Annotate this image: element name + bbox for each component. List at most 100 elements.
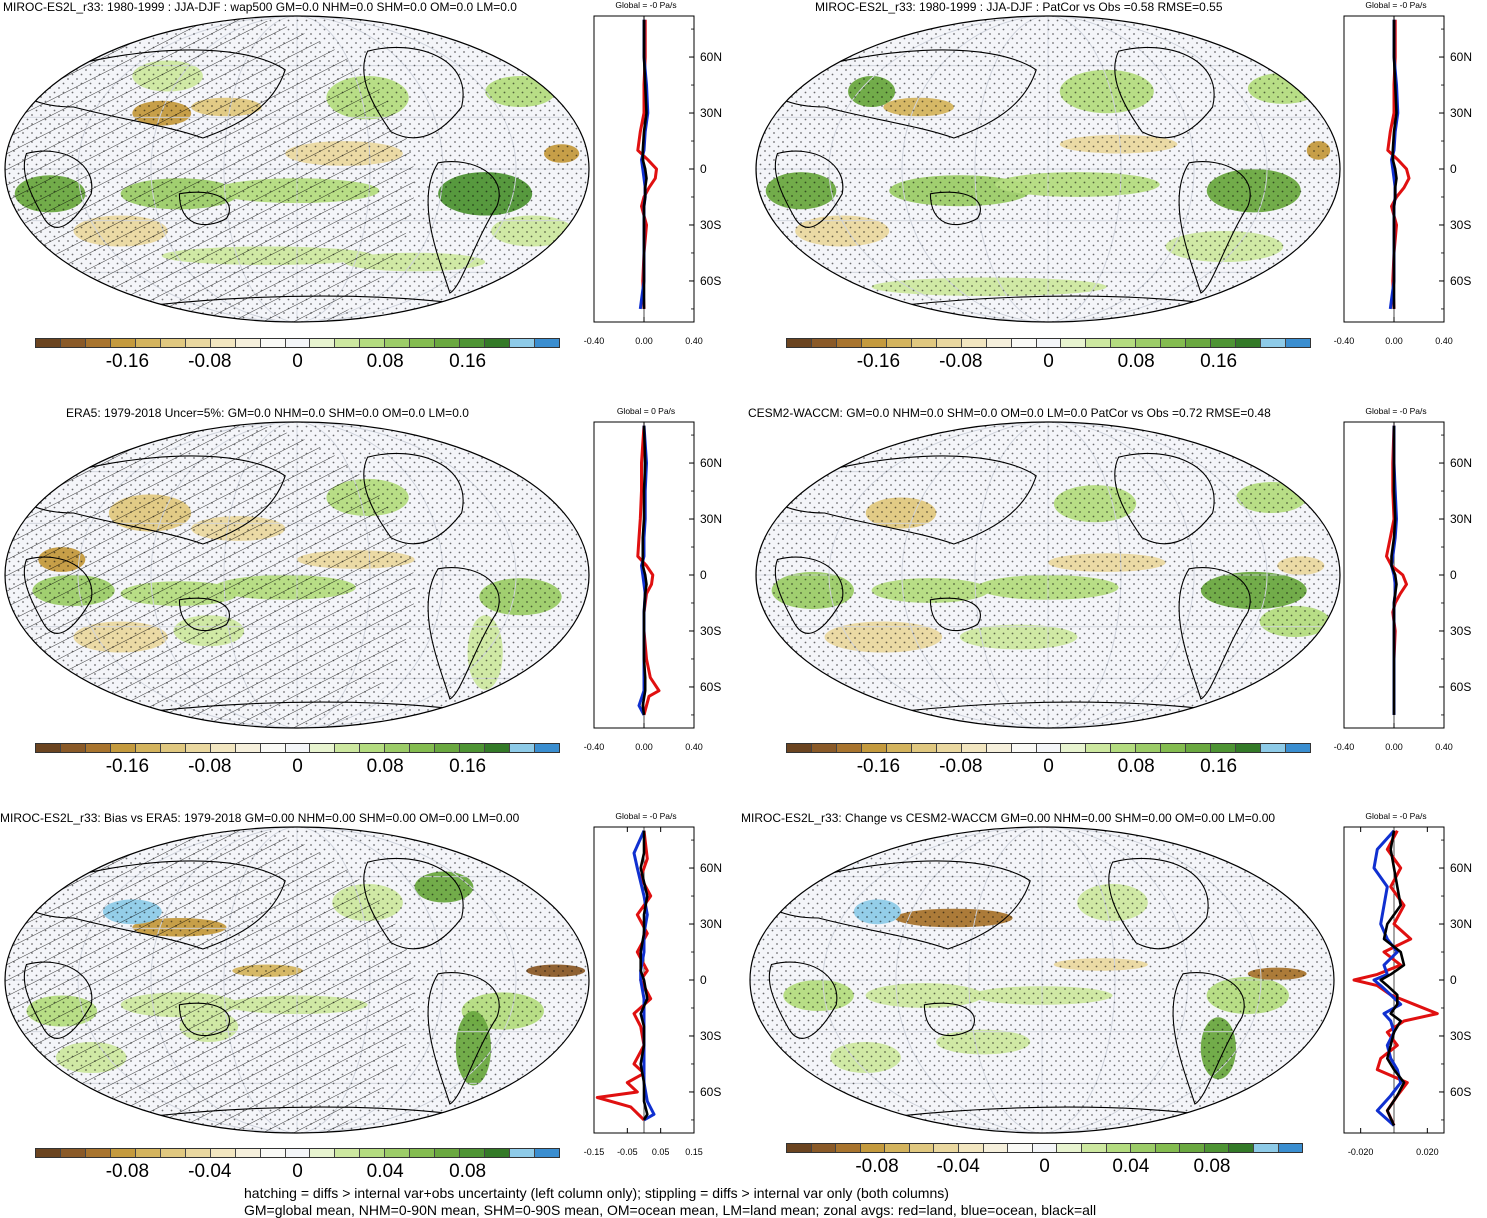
colorbar-swatch [885, 1144, 910, 1152]
colorbar-swatch [460, 1149, 485, 1157]
colorbar-swatch [335, 339, 360, 347]
colorbar-swatch [862, 744, 887, 752]
colorbar-swatch [1186, 744, 1211, 752]
colorbar-swatch [360, 744, 385, 752]
colorbar-tick-label: 0 [1043, 756, 1054, 778]
x-tick-label: -0.40 [1334, 336, 1354, 346]
x-tick-label: 0.05 [652, 1147, 670, 1157]
colorbar-swatch [1037, 744, 1062, 752]
colorbar [35, 743, 560, 753]
y-tick-label: 60N [1450, 861, 1472, 875]
x-tick-label: 0.40 [1435, 336, 1453, 346]
x-tick-label: -0.40 [584, 336, 604, 346]
colorbar-swatch [435, 744, 460, 752]
colorbar-swatch [836, 1144, 861, 1152]
colorbar-swatch [937, 339, 962, 347]
x-tick-label: 0.00 [1385, 336, 1403, 346]
colorbar-tick-label: -0.08 [939, 351, 982, 373]
colorbar-swatch [335, 744, 360, 752]
colorbar-swatch [1037, 339, 1062, 347]
colorbar-tick-label: -0.04 [188, 1161, 231, 1183]
colorbar-swatch [1229, 1144, 1254, 1152]
panel-title: MIROC-ES2L_r33: 1980-1999 : JJA-DJF : Pa… [815, 0, 1223, 14]
y-tick-label: 0 [1450, 162, 1457, 176]
y-tick-label: 60N [700, 50, 722, 64]
x-tick-label: 0.00 [1385, 742, 1403, 752]
colorbar-swatch [136, 744, 161, 752]
zonal-title: Global = -0 Pa/s [615, 811, 676, 821]
colorbar-swatch [136, 339, 161, 347]
colorbar-swatch [1131, 1144, 1156, 1152]
y-tick-label: 30S [1450, 624, 1471, 638]
colorbar-swatch [1061, 339, 1086, 347]
colorbar-swatch [385, 744, 410, 752]
x-tick-label: 0.40 [685, 742, 703, 752]
colorbar-swatch [211, 1149, 236, 1157]
colorbar-swatch [861, 1144, 886, 1152]
y-tick-label: 30N [700, 512, 722, 526]
y-tick-label: 60S [700, 680, 721, 694]
colorbar-swatch [161, 744, 186, 752]
x-tick-label: -0.40 [1334, 742, 1354, 752]
y-tick-label: 60S [700, 1085, 721, 1099]
colorbar-swatch [1279, 1144, 1303, 1152]
colorbar-swatch [385, 1149, 410, 1157]
colorbar-swatch [236, 339, 261, 347]
y-tick-label: 0 [700, 568, 707, 582]
colorbar-swatch [1205, 1144, 1230, 1152]
colorbar-tick-label: 0.04 [1112, 1156, 1149, 1178]
y-tick-label: 0 [700, 973, 707, 987]
colorbar-swatch [435, 339, 460, 347]
colorbar-swatch [186, 339, 211, 347]
zonal-title: Global = -0 Pa/s [1365, 0, 1426, 10]
y-tick-label: 30N [1450, 512, 1472, 526]
colorbar-swatch [1057, 1144, 1082, 1152]
colorbar-swatch [987, 744, 1012, 752]
colorbar-swatch [460, 744, 485, 752]
colorbar-swatch [1107, 1144, 1132, 1152]
colorbar-tick-label: 0.08 [1118, 756, 1155, 778]
colorbar-swatch [36, 339, 61, 347]
colorbar-tick-label: 0.08 [367, 351, 404, 373]
colorbar-swatch [910, 1144, 935, 1152]
x-tick-label: 0.020 [1416, 1147, 1439, 1157]
colorbar-tick-label: -0.08 [939, 756, 982, 778]
colorbar-swatch [310, 1149, 335, 1157]
colorbar-tick-label: 0.08 [1118, 351, 1155, 373]
colorbar-swatch [410, 339, 435, 347]
y-tick-label: 30N [700, 917, 722, 931]
colorbar-swatch [1211, 339, 1236, 347]
y-tick-label: 60N [1450, 456, 1472, 470]
colorbar-swatch [286, 744, 311, 752]
colorbar-swatch [934, 1144, 959, 1152]
colorbar-swatch [161, 1149, 186, 1157]
colorbar-swatch [1008, 1144, 1033, 1152]
y-tick-label: 30S [1450, 1029, 1471, 1043]
y-tick-label: 60S [1450, 1085, 1471, 1099]
colorbar-swatch [962, 339, 987, 347]
colorbar-swatch [111, 744, 136, 752]
global-map [3, 825, 591, 1135]
y-tick-label: 30S [700, 624, 721, 638]
panel-title: MIROC-ES2L_r33: 1980-1999 : JJA-DJF : wa… [3, 0, 517, 14]
colorbar-swatch [485, 744, 510, 752]
colorbar-swatch [862, 339, 887, 347]
colorbar-tick-label: 0.16 [449, 351, 486, 373]
y-tick-label: 30S [1450, 218, 1471, 232]
y-tick-label: 0 [1450, 568, 1457, 582]
colorbar-swatch [510, 1149, 535, 1157]
zonal-title: Global = -0 Pa/s [615, 0, 676, 10]
colorbar-swatch [211, 339, 236, 347]
y-tick-label: 30N [1450, 106, 1472, 120]
colorbar-swatch [310, 339, 335, 347]
colorbar-tick-label: -0.04 [937, 1156, 980, 1178]
colorbar-swatch [912, 744, 937, 752]
colorbar-swatch [787, 339, 812, 347]
colorbar-swatch [1186, 339, 1211, 347]
x-tick-label: -0.020 [1348, 1147, 1374, 1157]
x-tick-label: 0.15 [685, 1147, 703, 1157]
colorbar-swatch [261, 1149, 286, 1157]
